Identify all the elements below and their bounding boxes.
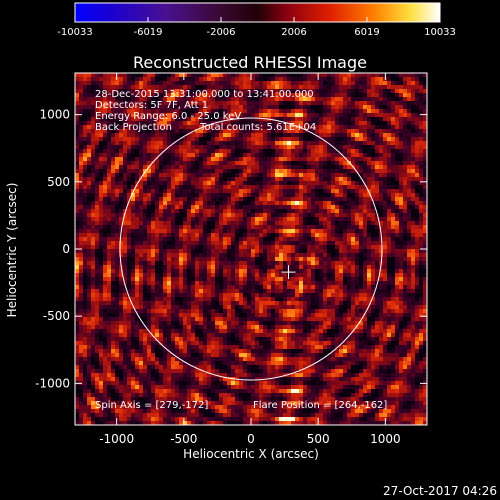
x-axis-label: Heliocentric X (arcsec)	[183, 447, 319, 461]
info-method: Back Projection	[95, 122, 172, 133]
colorbar-tick-label: -6019	[133, 27, 162, 38]
colorbar-ticks: -10033 -6019 -2006 2006 6019 10033	[57, 17, 456, 38]
colorbar-tick-label: -10033	[57, 27, 92, 38]
colorbar-tick-label: 2006	[281, 27, 306, 38]
info-spin-axis: Spin Axis = [279,-172]	[95, 400, 208, 411]
plot-title: Reconstructed RHESSI Image	[133, 53, 367, 72]
colorbar-tick-label: 6019	[354, 27, 379, 38]
y-tick-label: 500	[47, 175, 70, 189]
info-flare-position: Flare Position = [264,-162]	[253, 400, 387, 411]
colorbar	[74, 2, 441, 23]
info-time-range: 28-Dec-2015 13:31:00.000 to 13:41:00.000	[95, 89, 314, 100]
y-tick-label: -1000	[35, 376, 70, 390]
x-tick-label: -1000	[99, 432, 134, 446]
solar-limb-circle	[119, 117, 383, 381]
y-tick-label: 0	[62, 242, 70, 256]
x-tick-label: -500	[170, 432, 197, 446]
info-total-counts: Total counts: 5.61E+04	[199, 122, 316, 133]
info-detectors: Detectors: 5F 7F, Att 1	[95, 100, 208, 111]
info-energy-range: Energy Range: 6.0 - 25.0 keV	[95, 111, 241, 122]
x-tick-label: 1000	[370, 432, 401, 446]
x-tick-label: 0	[247, 432, 255, 446]
y-tick-label: 1000	[39, 108, 70, 122]
x-tick-label: 500	[307, 432, 330, 446]
colorbar-tick-label: 10033	[424, 27, 456, 38]
colorbar-tick-label: -2006	[206, 27, 235, 38]
y-tick-label: -500	[43, 309, 70, 323]
flare-position-cross	[281, 265, 296, 280]
y-axis-label: Heliocentric Y (arcsec)	[5, 183, 19, 318]
y-axis: 1000 500 0 -500 -1000	[35, 108, 427, 390]
x-axis: -1000 -500 0 500 1000	[99, 73, 401, 446]
timestamp: 27-Oct-2017 04:26	[383, 484, 497, 498]
rhessi-image	[75, 73, 427, 425]
